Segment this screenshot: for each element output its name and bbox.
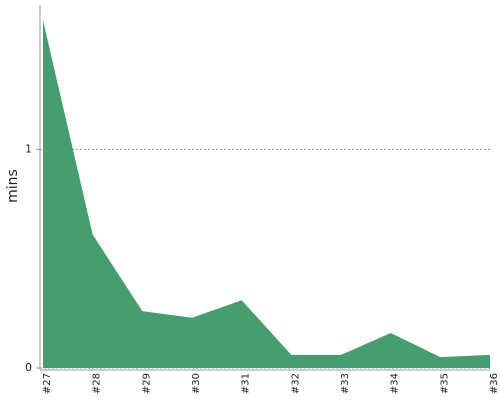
x-tick-label: #34 (390, 373, 401, 394)
x-tick-label: #35 (439, 373, 450, 394)
x-tick-label: #28 (92, 373, 103, 394)
y-tick-label: 1 (25, 142, 32, 155)
x-tick-label: #36 (489, 373, 500, 394)
x-tick-label: #27 (42, 373, 53, 394)
y-axis-label: mins (5, 169, 21, 203)
area (43, 20, 490, 369)
x-tick-label: #32 (290, 373, 301, 394)
y-tick-label: 0 (25, 361, 32, 374)
x-tick-label: #31 (241, 373, 252, 394)
x-tick-label: #29 (141, 373, 152, 394)
x-tick-label: #33 (340, 373, 351, 394)
x-tick-label: #30 (191, 373, 202, 394)
